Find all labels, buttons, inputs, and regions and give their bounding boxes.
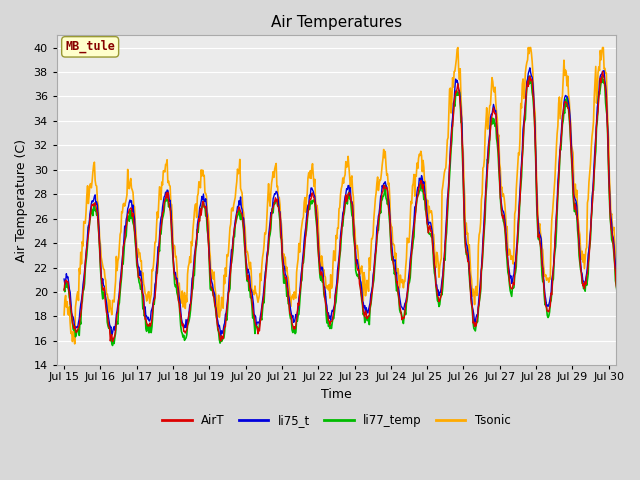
Tsonic bbox=[448, 96, 456, 102]
li75_t bbox=[448, 122, 456, 128]
Line: li77_temp: li77_temp bbox=[64, 76, 640, 346]
X-axis label: Time: Time bbox=[321, 388, 352, 401]
AirT bbox=[599, 69, 607, 74]
Tsonic bbox=[60, 312, 68, 318]
li75_t bbox=[287, 307, 294, 312]
Tsonic bbox=[236, 156, 244, 162]
li75_t bbox=[526, 65, 534, 71]
AirT bbox=[287, 312, 294, 317]
Line: AirT: AirT bbox=[64, 72, 640, 341]
Text: MB_tule: MB_tule bbox=[65, 40, 115, 53]
li77_temp bbox=[109, 343, 116, 348]
Tsonic bbox=[415, 151, 423, 157]
AirT bbox=[129, 211, 137, 216]
Title: Air Temperatures: Air Temperatures bbox=[271, 15, 402, 30]
li75_t bbox=[265, 233, 273, 239]
li77_temp bbox=[129, 220, 137, 226]
Tsonic bbox=[287, 304, 294, 310]
li77_temp bbox=[415, 189, 423, 194]
AirT bbox=[415, 183, 423, 189]
li75_t bbox=[415, 175, 423, 181]
Tsonic bbox=[265, 181, 273, 187]
Line: Tsonic: Tsonic bbox=[64, 48, 640, 344]
AirT bbox=[265, 238, 273, 244]
AirT bbox=[236, 206, 244, 212]
Tsonic bbox=[129, 190, 137, 195]
Tsonic bbox=[71, 341, 79, 347]
li77_temp bbox=[526, 73, 534, 79]
li77_temp bbox=[60, 287, 68, 292]
AirT bbox=[448, 126, 456, 132]
li75_t bbox=[236, 202, 244, 208]
Line: li75_t: li75_t bbox=[64, 68, 640, 336]
li75_t bbox=[217, 333, 225, 338]
Y-axis label: Air Temperature (C): Air Temperature (C) bbox=[15, 139, 28, 262]
li77_temp bbox=[265, 244, 273, 250]
AirT bbox=[60, 287, 68, 293]
AirT bbox=[109, 338, 116, 344]
Tsonic bbox=[454, 45, 461, 50]
Legend: AirT, li75_t, li77_temp, Tsonic: AirT, li75_t, li77_temp, Tsonic bbox=[157, 409, 515, 432]
li75_t bbox=[60, 276, 68, 282]
li77_temp bbox=[448, 138, 456, 144]
li77_temp bbox=[287, 316, 294, 322]
li75_t bbox=[129, 208, 136, 214]
li77_temp bbox=[236, 213, 244, 218]
